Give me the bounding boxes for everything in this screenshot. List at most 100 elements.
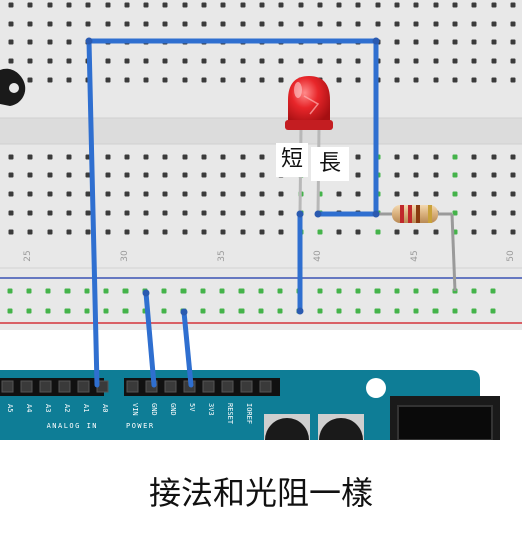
rail-hole <box>394 288 400 294</box>
breadboard-hole <box>510 58 516 64</box>
breadboard-hole <box>355 172 361 178</box>
breadboard-hole <box>66 172 72 178</box>
breadboard-hole <box>85 229 91 235</box>
breadboard-hole <box>66 21 72 27</box>
breadboard-hole <box>278 191 284 197</box>
breadboard-hole <box>124 154 130 160</box>
breadboard-hole <box>162 154 168 160</box>
breadboard-hole <box>27 210 33 216</box>
breadboard-hole <box>47 210 53 216</box>
breadboard-hole <box>105 210 111 216</box>
breadboard-hole <box>182 154 188 160</box>
breadboard-hole <box>105 2 111 8</box>
breadboard-hole <box>182 58 188 64</box>
breadboard-hole <box>317 229 323 235</box>
breadboard-hole <box>433 21 439 27</box>
breadboard-hole <box>240 172 246 178</box>
breadboard-hole <box>8 2 14 8</box>
breadboard-hole <box>66 39 72 45</box>
breadboard-hole <box>298 58 304 64</box>
analog-pin-label: A5 <box>6 404 14 412</box>
breadboard-hole <box>85 210 91 216</box>
analog-pin-label: A0 <box>101 404 109 412</box>
breadboard-hole <box>47 58 53 64</box>
breadboard-hole <box>298 21 304 27</box>
breadboard-hole <box>394 58 400 64</box>
breadboard-hole <box>452 2 458 8</box>
breadboard-hole <box>452 172 458 178</box>
breadboard-hole <box>259 154 265 160</box>
rail-hole <box>490 288 496 294</box>
breadboard-hole <box>355 77 361 83</box>
power-pin-label: RESET <box>226 403 234 425</box>
breadboard-hole <box>375 21 381 27</box>
breadboard-hole <box>27 154 33 160</box>
breadboard-hole <box>182 77 188 83</box>
rail-hole <box>394 308 400 314</box>
breadboard-hole <box>105 77 111 83</box>
breadboard-hole <box>510 2 516 8</box>
breadboard-hole <box>143 191 149 197</box>
breadboard-hole <box>355 58 361 64</box>
breadboard-hole <box>510 21 516 27</box>
breadboard-hole <box>491 191 497 197</box>
breadboard-hole <box>143 229 149 235</box>
breadboard-hole <box>8 154 14 160</box>
power-pin-label: 3V3 <box>207 403 215 416</box>
breadboard-hole <box>259 210 265 216</box>
rail-hole <box>355 288 361 294</box>
breadboard-hole <box>66 191 72 197</box>
analog-pin-label: A3 <box>44 404 52 412</box>
breadboard-hole <box>317 21 323 27</box>
breadboard-hole <box>105 191 111 197</box>
rail-hole <box>200 288 206 294</box>
breadboard-center-channel <box>0 118 522 144</box>
breadboard-hole <box>124 58 130 64</box>
rail-hole <box>375 288 381 294</box>
breadboard-hole <box>510 154 516 160</box>
breadboard-hole <box>162 2 168 8</box>
breadboard-hole <box>47 172 53 178</box>
breadboard-hole <box>220 210 226 216</box>
breadboard-hole <box>394 77 400 83</box>
breadboard-hole <box>510 191 516 197</box>
breadboard-column-label: 30 <box>120 250 130 262</box>
breadboard-hole <box>162 77 168 83</box>
breadboard-hole <box>143 154 149 160</box>
breadboard-hole <box>471 77 477 83</box>
breadboard-hole <box>162 172 168 178</box>
breadboard-hole <box>491 77 497 83</box>
breadboard-hole <box>201 172 207 178</box>
breadboard-hole <box>510 172 516 178</box>
power-pin-label: IOREF <box>245 403 253 424</box>
breadboard-hole <box>259 58 265 64</box>
rail-hole <box>7 308 13 314</box>
breadboard-hole <box>259 21 265 27</box>
rail-hole <box>336 308 342 314</box>
breadboard-hole <box>8 229 14 235</box>
breadboard-hole <box>259 229 265 235</box>
rail-hole <box>317 288 323 294</box>
breadboard-hole <box>182 172 188 178</box>
breadboard-hole <box>220 229 226 235</box>
power-jack-inner <box>397 405 493 440</box>
rail-hole <box>277 308 283 314</box>
breadboard-hole <box>259 2 265 8</box>
rail-hole <box>433 288 439 294</box>
breadboard-hole <box>240 154 246 160</box>
servo-horn-hole <box>9 83 19 93</box>
breadboard-hole <box>85 21 91 27</box>
breadboard-hole <box>240 229 246 235</box>
breadboard-hole <box>105 154 111 160</box>
rail-hole <box>200 308 206 314</box>
breadboard-hole <box>433 2 439 8</box>
power-header-label: POWER <box>126 422 155 430</box>
breadboard-hole <box>471 172 477 178</box>
breadboard-hole <box>47 2 53 8</box>
breadboard-hole <box>47 154 53 160</box>
rail-hole <box>103 308 109 314</box>
led-long-leg-label: 長 <box>311 147 349 181</box>
breadboard-hole <box>413 58 419 64</box>
breadboard-hole <box>220 58 226 64</box>
power-pin-label: 5V <box>188 403 196 412</box>
